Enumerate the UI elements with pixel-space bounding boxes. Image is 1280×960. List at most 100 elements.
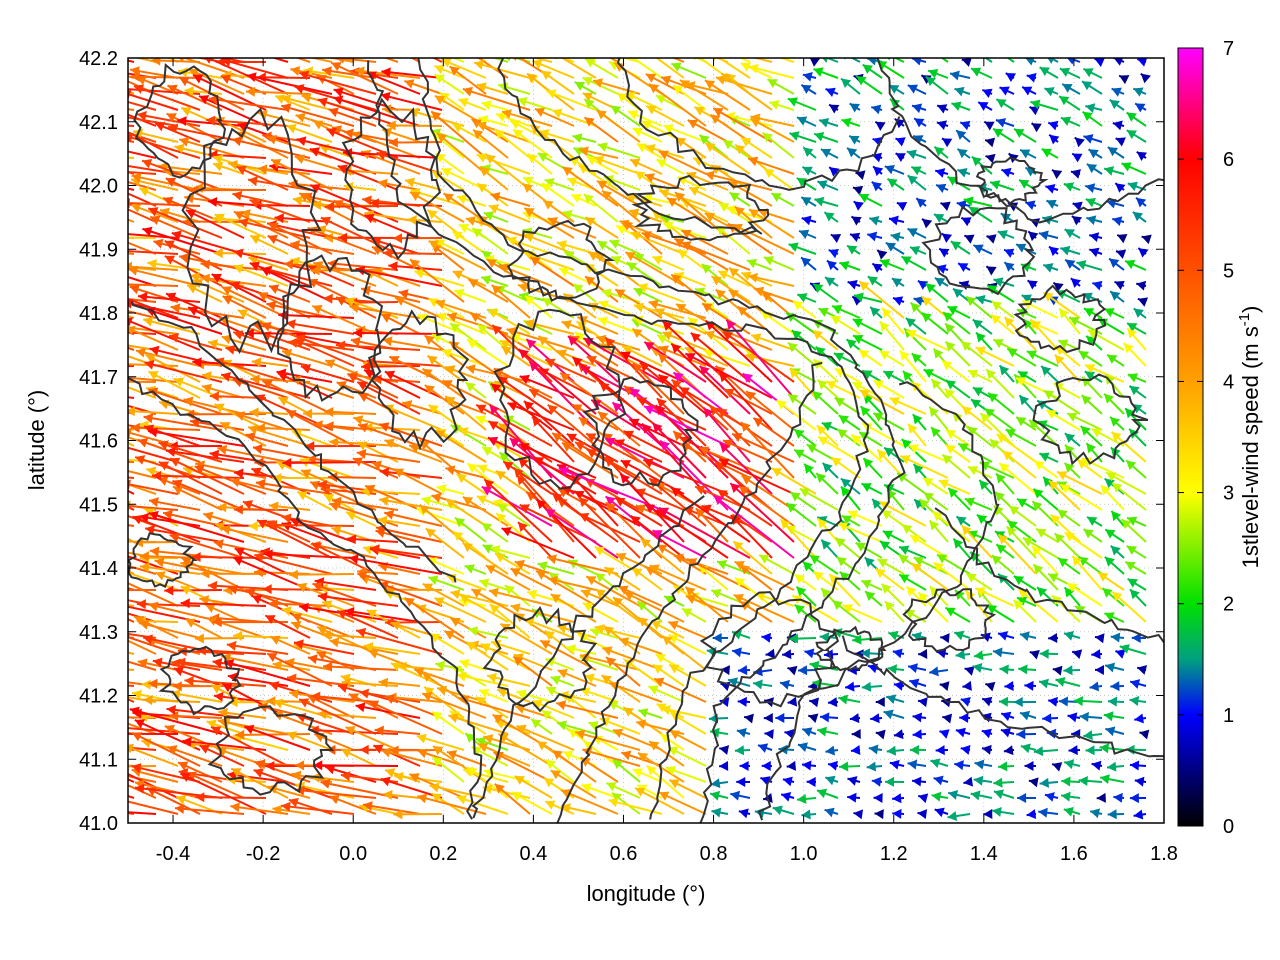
wind-vector-head xyxy=(734,745,745,756)
wind-vector xyxy=(850,745,861,755)
wind-vector xyxy=(285,319,355,335)
wind-vector-head xyxy=(331,496,342,507)
wind-vector xyxy=(128,310,157,319)
wind-vector xyxy=(849,102,861,113)
wind-vector-head xyxy=(465,382,476,392)
wind-vector-head xyxy=(164,240,175,250)
wind-vector xyxy=(255,478,333,495)
wind-vector-head xyxy=(623,707,634,717)
wind-vector-head xyxy=(710,778,721,789)
wind-vector-head xyxy=(610,105,622,115)
wind-vector-shaft xyxy=(167,84,223,111)
wind-vector-shaft xyxy=(128,180,157,191)
wind-vector-shaft xyxy=(234,412,289,431)
wind-vector xyxy=(330,61,399,95)
wind-vector xyxy=(328,107,377,127)
wind-vector-head xyxy=(806,776,816,787)
wind-vector-shaft xyxy=(364,214,421,239)
wind-vector xyxy=(179,772,267,815)
wind-vector-shaft xyxy=(342,151,443,159)
wind-vector-head xyxy=(824,212,835,222)
wind-vector-head xyxy=(139,551,149,562)
wind-vector-head xyxy=(381,67,391,78)
wind-vector-head xyxy=(291,620,302,631)
wind-vector-shaft xyxy=(230,767,289,799)
wind-vector-shaft xyxy=(185,209,245,239)
wind-vector xyxy=(523,232,575,255)
wind-vector xyxy=(828,103,840,114)
wind-vector xyxy=(336,381,377,399)
wind-vector xyxy=(540,69,575,95)
wind-vector xyxy=(165,446,245,463)
wind-vector-head xyxy=(503,461,514,471)
wind-vector-head xyxy=(59,668,69,677)
wind-vector xyxy=(802,71,817,82)
wind-vector xyxy=(381,67,443,79)
wind-vector-head xyxy=(809,555,821,565)
wind-vector-shaft xyxy=(128,411,135,415)
wind-vector-shaft xyxy=(317,594,399,607)
wind-vector-head xyxy=(297,582,308,593)
wind-vector xyxy=(272,473,333,484)
wind-vector xyxy=(128,427,135,431)
wind-vector xyxy=(257,164,311,175)
wind-vector xyxy=(731,647,751,658)
wind-vector-head xyxy=(249,198,260,208)
wind-vector-head xyxy=(295,334,306,344)
wind-vector-head xyxy=(171,230,182,241)
wind-vector-head xyxy=(228,584,238,595)
wind-vector-head xyxy=(180,598,190,609)
wind-vector-head xyxy=(385,768,396,778)
wind-vector-shaft xyxy=(128,635,179,655)
wind-vector xyxy=(831,304,861,319)
wind-vector xyxy=(296,136,377,159)
wind-vector-shaft xyxy=(309,147,377,175)
wind-vector xyxy=(220,524,289,543)
wind-vector-shaft xyxy=(128,218,135,223)
wind-vector-shaft xyxy=(138,621,201,639)
wind-vector-head xyxy=(291,770,302,781)
wind-vector-head xyxy=(130,71,140,82)
wind-vector xyxy=(167,84,223,111)
wind-vector xyxy=(128,582,179,607)
wind-vector-head xyxy=(736,776,746,787)
wind-vector xyxy=(471,227,509,255)
wind-vector-head xyxy=(206,719,217,730)
wind-vector-head xyxy=(143,695,153,706)
wind-vector-head xyxy=(311,542,322,552)
wind-vector xyxy=(748,63,795,79)
wind-vector-head xyxy=(184,676,194,686)
wind-vector-shaft xyxy=(243,725,311,751)
wind-vector xyxy=(483,211,509,223)
wind-vector-shaft xyxy=(380,93,443,111)
wind-vector-head xyxy=(327,258,338,269)
wind-vector-head xyxy=(369,198,379,209)
wind-vector-shaft xyxy=(139,515,201,527)
wind-vector-head xyxy=(380,91,391,102)
wind-vector xyxy=(128,794,135,799)
wind-vector-head xyxy=(873,166,884,177)
wind-vector xyxy=(219,421,267,447)
wind-vector-head xyxy=(51,307,61,317)
wind-vector xyxy=(214,213,267,239)
wind-vector xyxy=(851,728,861,739)
wind-vector xyxy=(772,805,795,816)
wind-vector-head xyxy=(244,724,255,735)
wind-vector-head xyxy=(468,626,479,636)
wind-vector-head xyxy=(632,567,643,578)
wind-vector-shaft xyxy=(220,526,289,543)
wind-vector xyxy=(780,792,795,802)
wind-vector xyxy=(827,697,839,708)
wind-vector xyxy=(813,132,839,143)
wind-vector xyxy=(128,404,157,415)
wind-vector-head xyxy=(199,595,210,606)
wind-vector xyxy=(167,123,245,143)
wind-vector-shaft xyxy=(379,470,443,479)
wind-vector-shaft xyxy=(145,307,223,335)
wind-vector-head xyxy=(633,40,643,49)
wind-vector xyxy=(186,284,223,303)
wind-vector-head xyxy=(269,501,279,512)
wind-vector-head xyxy=(146,466,157,477)
wind-vector-shaft xyxy=(278,313,355,319)
wind-vector-shaft xyxy=(167,125,245,143)
